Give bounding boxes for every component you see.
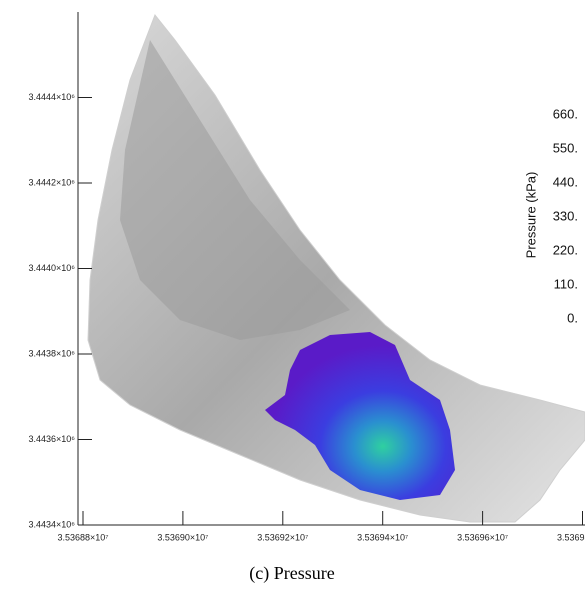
y-tick-label: 3.4440×10⁶ (29, 263, 76, 273)
colorbar-tick-label: 0. (567, 310, 578, 325)
colorbar-tick-label: 660. (553, 106, 578, 121)
x-tick-label: 3.53698×10⁷ (557, 532, 585, 542)
terrain (88, 15, 585, 522)
colorbar-label: Pressure (kPa) (523, 172, 538, 259)
colorbar-tick-label: 220. (553, 242, 578, 257)
y-tick-label: 3.4444×10⁶ (29, 92, 76, 102)
caption: (c) Pressure (249, 563, 334, 584)
x-tick-label: 3.53694×10⁷ (357, 532, 408, 542)
colorbar-tick-label: 440. (553, 174, 578, 189)
colorbar-tick-label: 550. (553, 140, 578, 155)
y-tick-label: 3.4438×10⁶ (29, 348, 76, 358)
colorbar-tick-label: 110. (554, 276, 578, 291)
x-tick-label: 3.53688×10⁷ (57, 532, 108, 542)
colorbar-tick-label: 330. (553, 208, 578, 223)
y-tick-label: 3.4434×10⁶ (29, 519, 76, 529)
x-tick-label: 3.53696×10⁷ (457, 532, 508, 542)
x-tick-label: 3.53692×10⁷ (257, 532, 308, 542)
x-tick-label: 3.53690×10⁷ (157, 532, 208, 542)
y-tick-label: 3.4442×10⁶ (29, 177, 76, 187)
figure: Pressure (kPa) (c) Pressure 3.4434×10⁶ 3.… (0, 0, 585, 596)
y-tick-label: 3.4436×10⁶ (29, 434, 76, 444)
